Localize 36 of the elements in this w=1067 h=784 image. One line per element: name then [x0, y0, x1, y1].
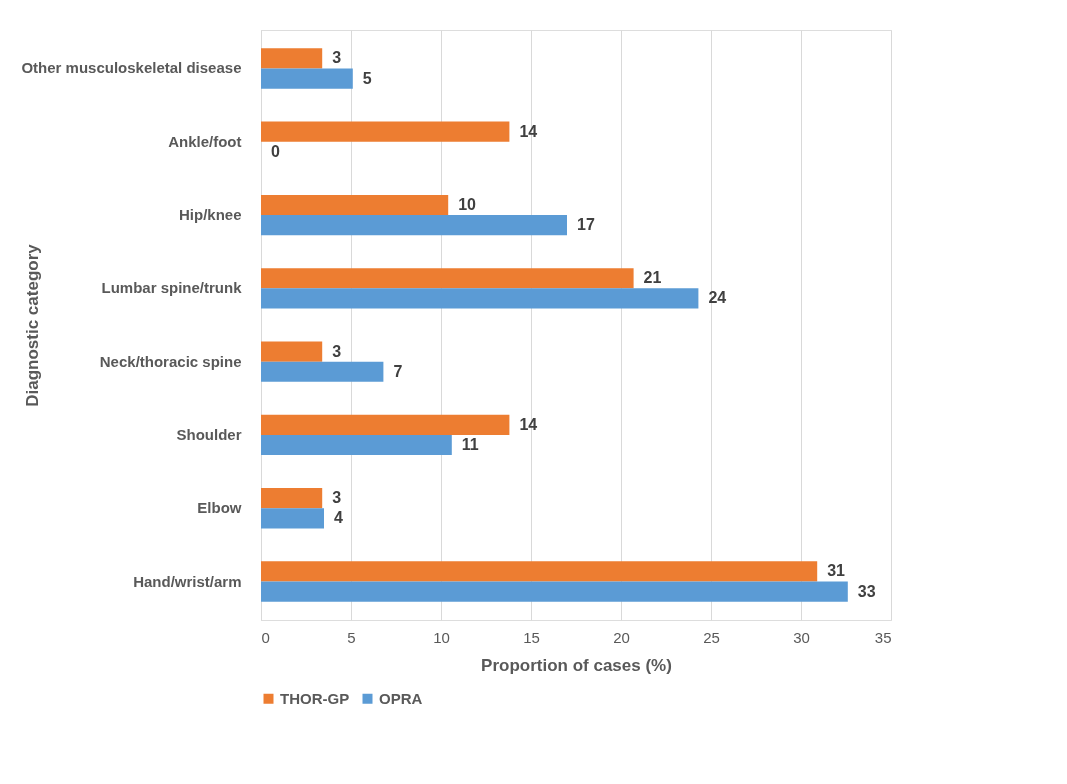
- x-axis-title: Proportion of cases (%): [481, 655, 672, 675]
- data-label: 0: [271, 142, 280, 160]
- data-label: 3: [332, 342, 342, 360]
- y-tick-label: Neck/thoracic spine: [99, 352, 242, 370]
- data-label: 31: [827, 562, 846, 580]
- data-label: 4: [334, 509, 343, 527]
- data-label: 7: [393, 362, 403, 380]
- x-tick-label: 10: [433, 628, 450, 646]
- data-label: 33: [857, 582, 876, 600]
- x-tick-label: 25: [703, 628, 720, 646]
- data-label: 14: [519, 415, 538, 433]
- x-tick-label: 0: [261, 628, 270, 646]
- x-tick-label: 5: [347, 628, 356, 646]
- data-label: 21: [643, 269, 662, 287]
- y-axis-title: Diagnostic category: [22, 243, 42, 407]
- x-tick-label: 30: [793, 628, 810, 646]
- y-tick-label: Hand/wrist/arm: [133, 572, 242, 590]
- y-tick-label: Other musculoskeletal disease: [21, 59, 242, 77]
- y-tick-label: Elbow: [197, 499, 242, 517]
- data-label: 3: [332, 489, 342, 507]
- y-tick-label: Lumbar spine/trunk: [101, 279, 243, 297]
- data-label: 11: [461, 436, 479, 454]
- y-tick-label: Shoulder: [176, 425, 242, 443]
- legend-label: OPRA: [379, 689, 423, 707]
- data-label: 17: [577, 216, 595, 234]
- x-tick-label: 15: [523, 628, 540, 646]
- x-tick-label: 35: [874, 628, 892, 646]
- data-label: 24: [708, 289, 727, 307]
- data-label: 10: [458, 195, 477, 213]
- y-tick-label: Ankle/foot: [168, 132, 242, 150]
- y-tick-label: Hip/knee: [178, 206, 242, 224]
- legend-label: THOR-GP: [280, 689, 350, 707]
- x-tick-label: 20: [613, 628, 630, 646]
- data-label: 14: [519, 122, 538, 140]
- data-label: 3: [332, 49, 342, 67]
- data-label: 5: [362, 69, 372, 87]
